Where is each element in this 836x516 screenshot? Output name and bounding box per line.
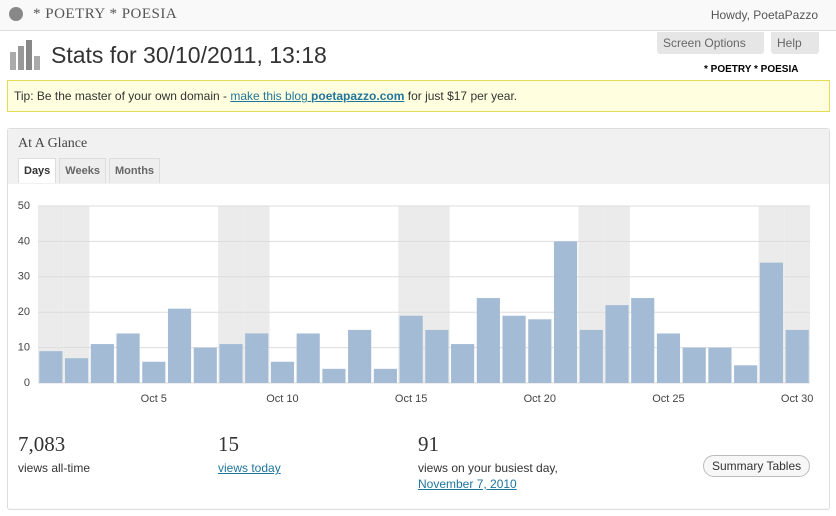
bar <box>219 344 243 383</box>
y-tick-label: 30 <box>18 271 30 283</box>
tabs: Days Weeks Months <box>18 158 161 183</box>
bar <box>631 298 655 383</box>
page-title: Stats for 30/10/2011, 13:18 <box>51 42 327 68</box>
summary-value: 15 <box>218 432 239 456</box>
bar <box>502 315 526 383</box>
x-tick-label: Oct 15 <box>395 393 427 405</box>
bar <box>579 329 603 383</box>
tip: Tip: Be the master of your own domain - … <box>7 80 830 112</box>
tab[interactable]: Days <box>18 158 57 183</box>
bar <box>142 361 166 383</box>
y-tick-label: 40 <box>18 235 30 247</box>
bar <box>553 241 578 383</box>
site-title[interactable]: * POETRY * POESIA <box>33 6 178 22</box>
summary-link[interactable]: views today <box>218 461 281 475</box>
panel-title: At A Glance <box>18 136 88 151</box>
bar <box>90 344 114 383</box>
bar <box>451 344 475 383</box>
bar <box>270 361 295 383</box>
bar <box>656 333 681 383</box>
bar <box>734 365 758 383</box>
summary-bg <box>8 424 829 508</box>
tip-link-text: make this blog <box>230 89 312 103</box>
top-bar <box>0 0 836 31</box>
tip-text: Tip: Be the master of your own domain - <box>14 89 231 103</box>
site-name: * POETRY * POESIA <box>704 64 799 75</box>
y-tick-label: 0 <box>24 377 30 389</box>
y-tick-label: 20 <box>18 306 30 318</box>
summary-tables-button[interactable]: Summary Tables <box>703 455 811 477</box>
bar <box>373 368 397 383</box>
tip-domain: poetapazzo.com <box>311 89 405 103</box>
bar <box>65 358 89 383</box>
summary-value: 91 <box>418 432 439 456</box>
summary-date[interactable]: November 7, 2010 <box>418 477 517 491</box>
summary-value: 7,083 <box>18 432 66 456</box>
bar <box>399 315 423 383</box>
tab[interactable]: Weeks <box>59 158 106 183</box>
summary-label: views on your busiest day, <box>418 461 558 475</box>
bar <box>476 298 500 383</box>
weekend-band <box>63 206 90 383</box>
chart: 0 10 20 30 40 50 Oct 5 Oct 10 Oct 15 Oct 20 Oct 25… <box>18 200 814 405</box>
howdy[interactable]: Howdy, PoetaPazzo <box>710 8 818 22</box>
tip-link[interactable]: make this blog poetapazzo.com <box>230 89 404 103</box>
bar <box>605 305 629 383</box>
bar <box>708 347 732 383</box>
bar <box>425 329 449 383</box>
bar <box>322 368 346 383</box>
help[interactable]: Help <box>771 32 819 54</box>
x-tick-label: Oct 30 <box>781 393 813 405</box>
bar <box>785 329 809 383</box>
bar <box>193 347 217 383</box>
x-tick-label: Oct 25 <box>652 393 684 405</box>
bar <box>759 262 783 383</box>
summary-label: views all-time <box>18 461 91 475</box>
tab[interactable]: Months <box>108 158 161 183</box>
bar <box>245 333 269 383</box>
x-tick-label: Oct 20 <box>524 393 556 405</box>
bar <box>348 329 372 383</box>
y-tick-label: 10 <box>18 342 30 354</box>
bar <box>296 333 320 383</box>
summary-label: views today <box>218 461 281 475</box>
bar <box>167 308 192 383</box>
bar <box>682 347 706 383</box>
tip-after: for just $17 per year. <box>404 89 518 103</box>
stats-icon <box>10 40 40 70</box>
bar <box>39 351 63 383</box>
x-tick-label: Oct 10 <box>266 393 298 405</box>
wp-logo[interactable] <box>9 7 23 21</box>
bar <box>116 333 140 383</box>
bar <box>528 319 552 383</box>
x-tick-label: Oct 5 <box>141 393 167 405</box>
screen-options[interactable]: Screen Options <box>657 32 764 54</box>
y-tick-label: 50 <box>18 200 30 212</box>
